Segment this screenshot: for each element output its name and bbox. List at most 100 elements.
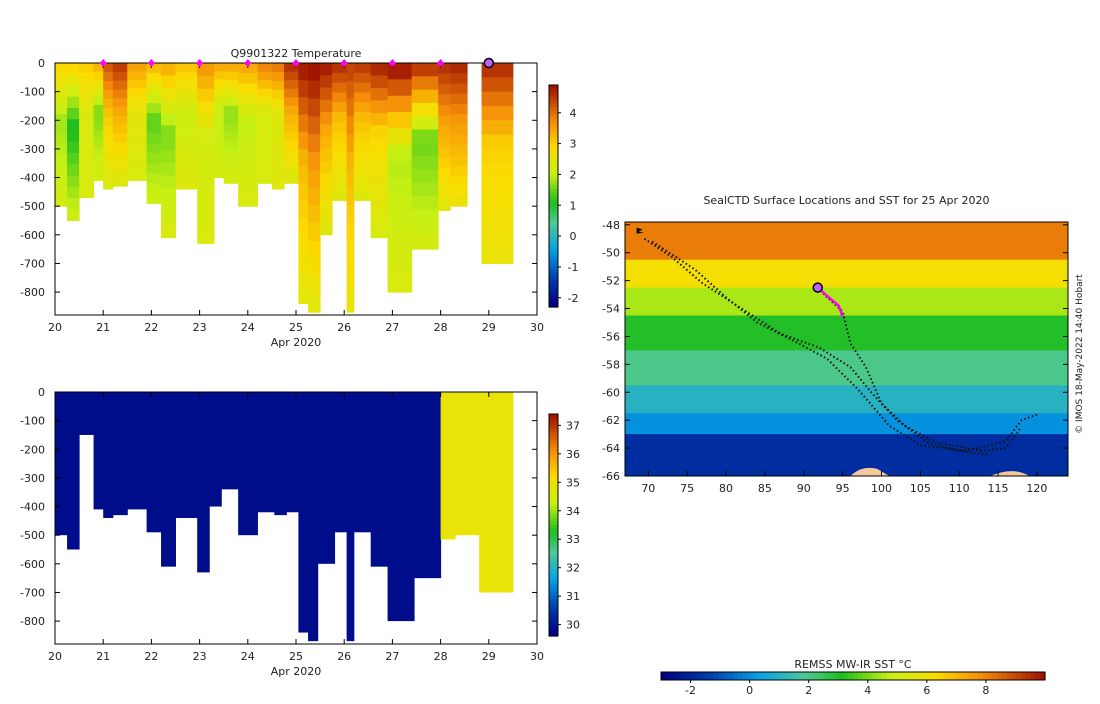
profile-25-seg-9: [411, 182, 439, 197]
profile-5-seg-8: [112, 133, 128, 143]
sst-colorbar-step: [857, 672, 864, 680]
profile-29-seg-1: [481, 77, 514, 93]
colorbar-step: [549, 428, 558, 434]
colorbar-step: [549, 451, 558, 456]
profile-19-seg-4: [320, 112, 333, 125]
profile-25-seg-7: [411, 156, 439, 170]
profile-5-seg-4: [112, 98, 128, 108]
profile-7-seg-2: [146, 83, 162, 94]
profile-23-seg-0: [370, 63, 389, 76]
profile-21-seg-6: [346, 169, 355, 189]
colorbar-step: [549, 251, 558, 256]
y-tick-label: -64: [602, 442, 620, 455]
colorbar-step: [549, 562, 558, 567]
profile-15-seg-2: [271, 81, 285, 91]
profile-0-seg-13: [55, 195, 68, 207]
colorbar-tick-label: 2: [570, 168, 577, 181]
profile-1-seg-13: [67, 209, 80, 221]
sst-colorbar-step: [795, 672, 801, 680]
profile-25-seg-3: [411, 102, 439, 117]
sst-colorbar-step: [680, 672, 686, 680]
colorbar-step: [549, 140, 558, 145]
profile-23-seg-9: [370, 175, 389, 189]
profile-26-seg-10: [438, 168, 451, 180]
profile-11-seg-3: [214, 87, 225, 97]
profile-8-seg-0: [161, 63, 176, 76]
profile-21-seg-10: [346, 240, 355, 260]
colorbar-step: [549, 295, 558, 301]
profile-11-seg-11: [214, 153, 225, 162]
profile-25-seg-4: [411, 116, 439, 130]
profile-marker-26: [340, 59, 348, 67]
x-tick-label: 30: [530, 321, 544, 334]
profile-25-seg-1: [411, 76, 439, 91]
profile-21: [346, 392, 355, 642]
colorbar-tick-label: 31: [566, 590, 580, 603]
colorbar-tick-label: 34: [566, 505, 580, 518]
sst-colorbar-step: [829, 672, 835, 680]
sst-colorbar-step: [747, 672, 753, 680]
profile-26-seg-9: [438, 157, 451, 169]
profile-13-seg-0: [238, 63, 258, 74]
profile-0-seg-8: [55, 144, 68, 156]
colorbar-step: [549, 277, 558, 282]
sst-colorbar-step: [790, 672, 796, 680]
salinity-panel: 20 21 22 23 24 25 26 27 28 29 30 Apr 2020 0 -100 -200 -…: [20, 386, 580, 678]
colorbar-step: [549, 240, 558, 245]
profile-27-seg-8: [450, 144, 468, 156]
x-tick-label: 21: [96, 321, 110, 334]
profile-26-seg-3: [438, 94, 451, 106]
profile-1: [67, 392, 80, 550]
profile-6-seg-0: [127, 63, 148, 72]
profile-7-seg-11: [146, 173, 162, 184]
colorbar-step: [549, 476, 558, 482]
colorbar-step: [549, 558, 558, 563]
profile-14-seg-6: [257, 114, 273, 124]
profile-17: [298, 392, 309, 633]
profile-27-seg-11: [450, 175, 468, 187]
colorbar-step: [549, 144, 558, 149]
profile-19-seg-7: [320, 148, 333, 162]
profile-marker-28: [437, 59, 445, 67]
profile-12-seg-2: [223, 80, 239, 90]
profile-11-seg-5: [214, 103, 225, 113]
profile-6-seg-5: [127, 104, 148, 114]
y-tick-label: -56: [602, 330, 620, 343]
profile-10-seg-0: [197, 63, 215, 77]
colorbar-step: [549, 203, 558, 208]
sst-colorbar-step: [766, 672, 772, 680]
y-tick-label: -300: [20, 472, 45, 485]
profile-16-seg-7: [283, 123, 299, 133]
colorbar-step: [549, 155, 558, 160]
x-tick-label: 115: [988, 482, 1009, 495]
profile-3-seg-1: [93, 71, 104, 81]
profile-5-seg-13: [112, 177, 128, 187]
profile-1-seg-1: [67, 74, 80, 86]
profile-11-seg-13: [214, 169, 225, 179]
colorbar-step: [549, 292, 558, 297]
sst-colorbar-step: [771, 672, 777, 680]
sst-colorbar-step: [728, 672, 734, 680]
sst-colorbar-step: [742, 672, 748, 680]
profile-11-seg-0: [214, 63, 225, 72]
profile-16-seg-5: [283, 105, 299, 116]
profile-23: [370, 392, 389, 567]
sst-colorbar-step: [853, 672, 859, 680]
x-tick-label: 23: [193, 321, 207, 334]
profile-9-seg-11: [175, 162, 198, 172]
profile-9-seg-4: [175, 99, 198, 109]
sst-colorbar-step: [805, 672, 811, 680]
sst-colorbar-step: [901, 672, 907, 680]
profile-12-seg-9: [223, 140, 239, 150]
colorbar-step: [549, 92, 558, 97]
profile-3-seg-6: [93, 113, 104, 123]
sst-colorbar-step: [886, 672, 892, 680]
profile-4-seg-3: [103, 90, 114, 100]
profile-25-seg-0: [411, 63, 439, 77]
sst-colorbar-tick-label: 6: [923, 684, 930, 697]
profile-15-seg-0: [271, 63, 285, 73]
profile-11-seg-1: [214, 71, 225, 80]
profile-5-seg-3: [112, 89, 128, 99]
profile-8-seg-1: [161, 75, 176, 89]
sst-colorbar-step: [781, 672, 787, 680]
